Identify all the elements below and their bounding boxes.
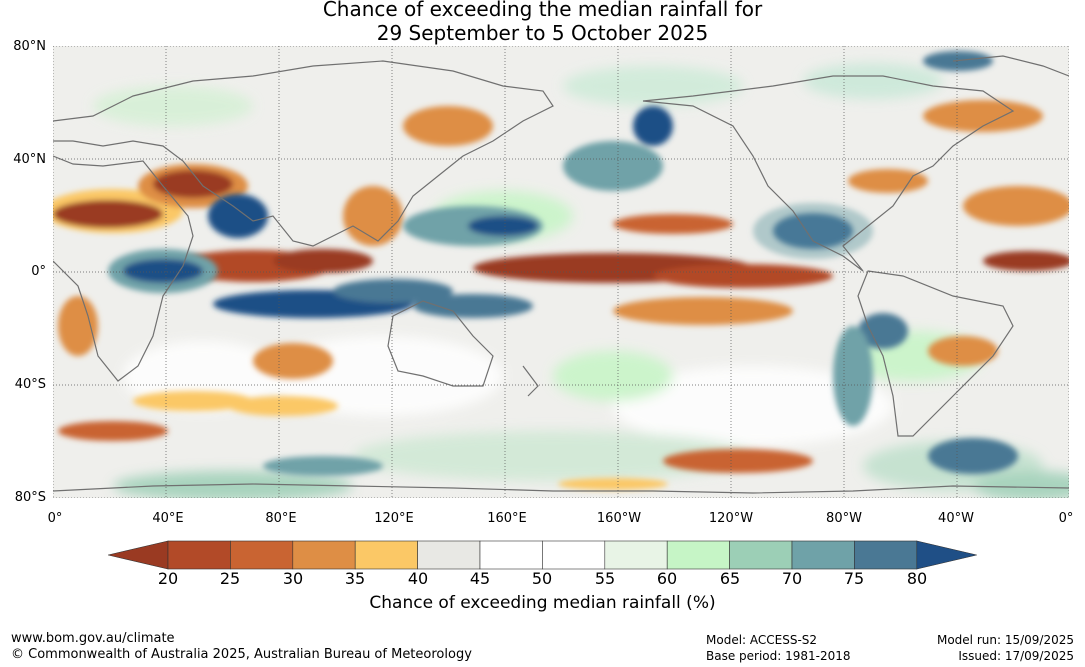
lon-label-0-west: 0° — [47, 511, 63, 526]
colorbar-cell — [292, 540, 356, 570]
colorbar-cell — [417, 540, 481, 570]
lat-label-40n: 40°N — [13, 152, 46, 167]
colorbar-cell — [230, 540, 294, 570]
rainfall-probability-map — [53, 46, 1069, 498]
colorbar-tick-20: 20 — [157, 569, 179, 588]
colorbar-cell — [666, 540, 730, 570]
lon-label-80e: 80°E — [265, 511, 297, 526]
colorbar-cell — [167, 540, 231, 570]
wet-anomaly-regions — [108, 51, 1018, 476]
colorbar-tick-30: 30 — [282, 569, 304, 588]
colorbar-tick-75: 75 — [843, 569, 865, 588]
title-line-2: 29 September to 5 October 2025 — [376, 21, 709, 45]
colorbar-cell — [729, 540, 793, 570]
footer-base-period: Base period: 1981-2018 — [706, 649, 851, 663]
graticule — [53, 46, 1069, 498]
colorbar-tick-55: 55 — [594, 569, 616, 588]
lon-label-160e: 160°E — [487, 511, 527, 526]
lat-label-0: 0° — [31, 264, 46, 279]
lon-label-120w: 120°W — [708, 511, 754, 526]
colorbar-cell — [791, 540, 855, 570]
lon-label-160w: 160°W — [596, 511, 642, 526]
colorbar-tick-80: 80 — [906, 569, 928, 588]
title-line-1: Chance of exceeding the median rainfall … — [322, 0, 763, 21]
colorbar-cell — [354, 540, 418, 570]
lon-label-0-east: 0° — [1058, 511, 1074, 526]
footer-url: www.bom.gov.au/climate — [11, 631, 175, 646]
colorbar-cell — [854, 540, 918, 570]
lon-label-120e: 120°E — [374, 511, 414, 526]
colorbar-tick-50: 50 — [531, 569, 553, 588]
lat-label-80s: 80°S — [14, 490, 46, 505]
footer-model: Model: ACCESS-S2 — [706, 633, 818, 647]
footer-copyright: © Commonwealth of Australia 2025, Austra… — [11, 647, 472, 662]
colorbar-cell — [479, 540, 543, 570]
colorbar-tick-65: 65 — [719, 569, 741, 588]
lon-label-40w: 40°W — [938, 511, 974, 526]
lat-label-40s: 40°S — [14, 377, 46, 392]
colorbar-tick-60: 60 — [656, 569, 678, 588]
lon-label-80w: 80°W — [826, 511, 862, 526]
lat-label-80n: 80°N — [13, 39, 46, 54]
colorbar-tick-45: 45 — [469, 569, 491, 588]
colorbar — [108, 540, 977, 570]
footer-issued: Issued: 17/09/2025 — [958, 649, 1074, 663]
colorbar-cell — [542, 540, 606, 570]
chart-title: Chance of exceeding the median rainfall … — [0, 0, 1085, 45]
footer-model-run: Model run: 15/09/2025 — [936, 633, 1074, 647]
colorbar-extend-low — [108, 540, 169, 570]
colorbar-title: Chance of exceeding median rainfall (%) — [369, 593, 716, 613]
colorbar-tick-70: 70 — [781, 569, 803, 588]
colorbar-cell — [604, 540, 668, 570]
coastlines — [53, 55, 1069, 494]
lon-label-40e: 40°E — [152, 511, 184, 526]
colorbar-tick-35: 35 — [344, 569, 366, 588]
dry-anomaly-regions — [53, 100, 1069, 490]
colorbar-tick-25: 25 — [219, 569, 241, 588]
colorbar-extend-high — [916, 540, 977, 570]
colorbar-tick-40: 40 — [407, 569, 429, 588]
